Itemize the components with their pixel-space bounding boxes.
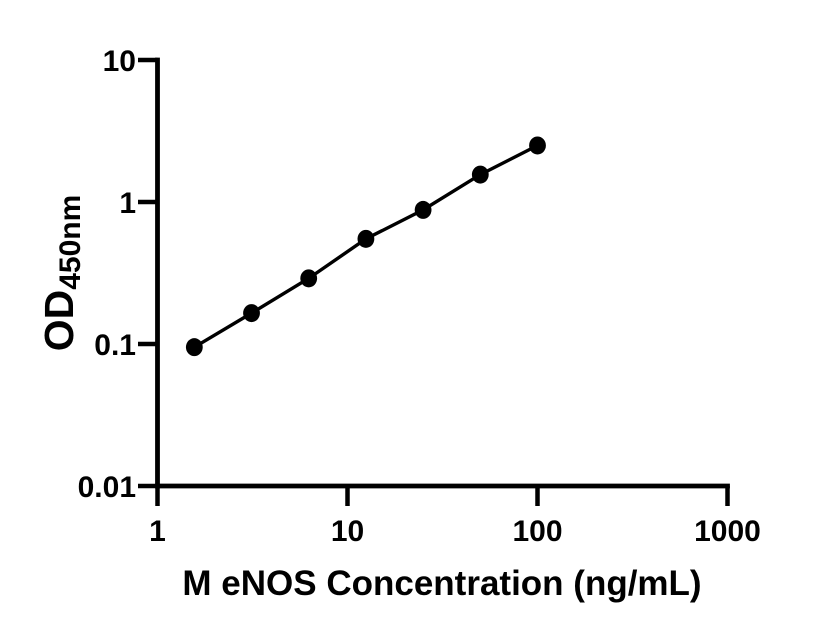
y-tick-label: 0.01 [78, 471, 136, 504]
x-tick-label: 1 [149, 515, 166, 548]
x-tick-label: 1000 [694, 515, 761, 548]
y-tick-label: 1 [119, 187, 136, 220]
y-axis-title: OD450nm [36, 195, 87, 352]
x-axis-title: M eNOS Concentration (ng/mL) [182, 564, 701, 603]
data-point [529, 136, 546, 155]
series-layer [185, 136, 546, 357]
y-tick-label: 10 [103, 45, 136, 78]
data-point [357, 229, 375, 248]
data-point [414, 200, 432, 219]
data-point [300, 269, 318, 288]
y-axis-title-main: OD [36, 290, 82, 352]
data-point [471, 165, 489, 184]
data-point [185, 338, 203, 357]
data-point [243, 304, 260, 323]
y-axis-title-subscript: 450nm [54, 195, 87, 290]
x-tick-label: 100 [512, 515, 562, 548]
x-tick-label: 10 [331, 515, 364, 548]
y-tick-label: 0.1 [94, 329, 136, 362]
axes-layer: 10 1 0.1 0.01 1 10 100 1000 [78, 45, 761, 548]
